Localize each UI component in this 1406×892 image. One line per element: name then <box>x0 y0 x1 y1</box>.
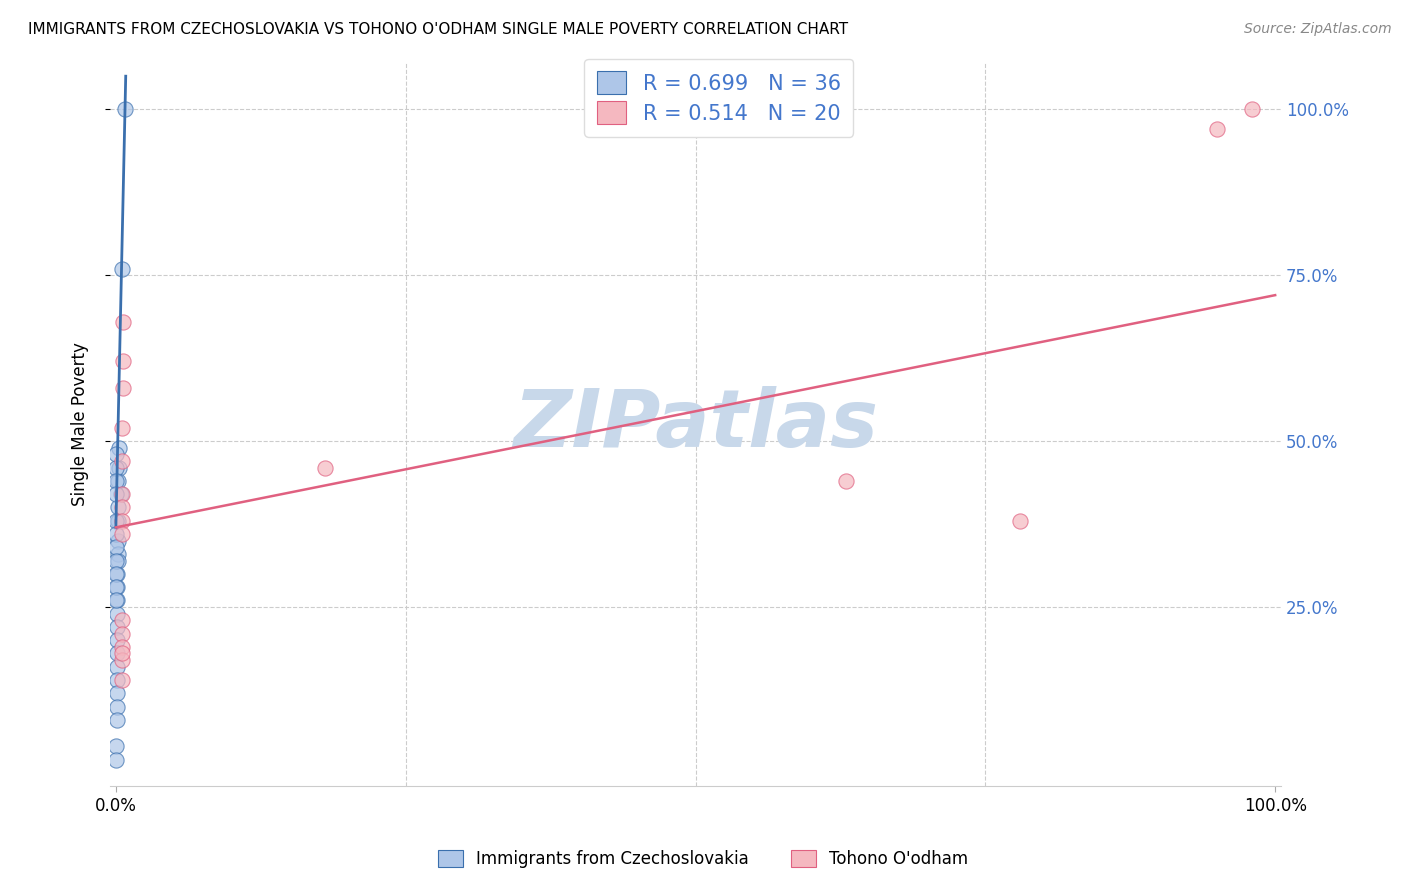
Point <box>111 613 134 627</box>
Point <box>105 593 128 607</box>
Point <box>104 753 127 767</box>
Text: IMMIGRANTS FROM CZECHOSLOVAKIA VS TOHONO O'ODHAM SINGLE MALE POVERTY CORRELATION: IMMIGRANTS FROM CZECHOSLOVAKIA VS TOHONO… <box>28 22 848 37</box>
Point <box>114 103 136 117</box>
Point <box>111 653 134 667</box>
Point <box>105 713 128 727</box>
Point <box>105 686 128 700</box>
Point <box>104 739 127 754</box>
Point <box>107 474 129 488</box>
Point <box>111 673 134 687</box>
Text: Source: ZipAtlas.com: Source: ZipAtlas.com <box>1244 22 1392 37</box>
Point <box>111 381 134 395</box>
Point <box>107 500 129 515</box>
Point <box>105 593 128 607</box>
Point <box>111 487 134 501</box>
Point <box>105 527 128 541</box>
Point <box>107 553 129 567</box>
Point <box>111 261 134 276</box>
Point <box>105 514 128 528</box>
Point <box>111 640 134 654</box>
Point <box>1206 122 1229 136</box>
Point <box>111 626 134 640</box>
Point <box>111 315 134 329</box>
Point <box>107 547 129 561</box>
Point <box>105 620 128 634</box>
Point <box>111 647 134 661</box>
Text: ZIPatlas: ZIPatlas <box>513 385 877 464</box>
Point <box>105 673 128 687</box>
Point <box>107 533 129 548</box>
Point <box>105 487 128 501</box>
Point <box>105 566 128 581</box>
Point <box>108 460 131 475</box>
Point <box>105 659 128 673</box>
Point <box>111 421 134 435</box>
Point <box>835 474 858 488</box>
Point <box>111 354 134 368</box>
Point <box>105 647 128 661</box>
Point <box>105 580 128 594</box>
Point <box>105 699 128 714</box>
Point <box>111 500 134 515</box>
Point <box>105 460 128 475</box>
Point <box>105 633 128 648</box>
Point <box>105 580 128 594</box>
Point <box>105 474 128 488</box>
Point <box>111 527 134 541</box>
Legend: R = 0.699   N = 36, R = 0.514   N = 20: R = 0.699 N = 36, R = 0.514 N = 20 <box>585 59 853 136</box>
Y-axis label: Single Male Poverty: Single Male Poverty <box>72 343 89 507</box>
Point <box>105 607 128 621</box>
Point <box>105 553 128 567</box>
Point <box>105 447 128 461</box>
Point <box>105 566 128 581</box>
Point <box>1240 103 1263 117</box>
Point <box>105 541 128 555</box>
Point <box>111 514 134 528</box>
Point <box>111 454 134 468</box>
Legend: Immigrants from Czechoslovakia, Tohono O'odham: Immigrants from Czechoslovakia, Tohono O… <box>432 843 974 875</box>
Point <box>107 514 129 528</box>
Point <box>1010 514 1032 528</box>
Point <box>110 487 132 501</box>
Point <box>314 460 336 475</box>
Point <box>108 441 131 455</box>
